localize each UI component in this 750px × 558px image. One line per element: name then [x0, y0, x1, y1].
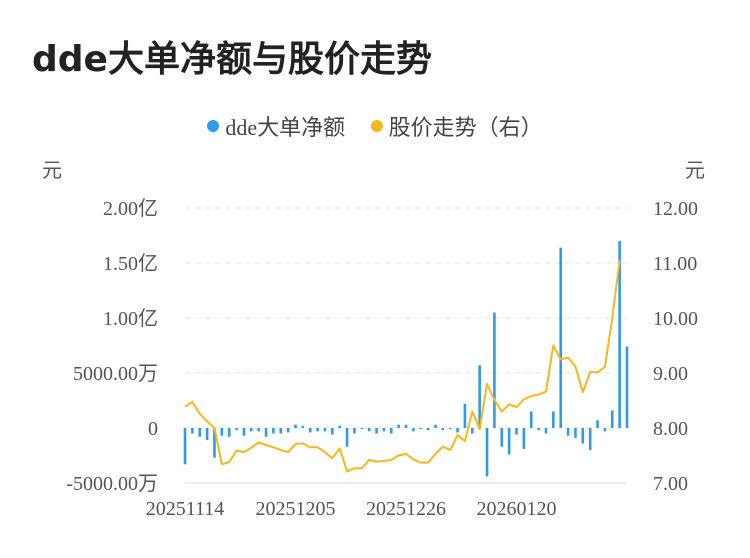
dde-bar[interactable] — [308, 428, 312, 433]
dde-bar[interactable] — [544, 428, 548, 434]
dde-bar[interactable] — [581, 428, 585, 444]
left-tick-label: 1.50亿 — [103, 252, 158, 275]
x-tick-label: 20251205 — [256, 498, 336, 520]
dde-bar[interactable] — [375, 428, 378, 434]
dde-bar[interactable] — [404, 424, 408, 428]
dde-bar[interactable] — [463, 403, 467, 428]
dde-bar[interactable] — [338, 425, 341, 428]
dde-bar[interactable] — [250, 428, 253, 432]
dde-bar[interactable] — [367, 428, 371, 432]
dde-bar[interactable] — [286, 428, 290, 433]
x-tick-label: 20260120 — [477, 498, 557, 520]
dde-bar[interactable] — [434, 424, 437, 428]
dde-bar[interactable] — [500, 428, 504, 447]
dde-bar[interactable] — [493, 312, 496, 429]
dde-bar[interactable] — [198, 428, 202, 437]
dde-bar[interactable] — [552, 411, 555, 429]
dde-bar[interactable] — [272, 428, 275, 434]
right-tick-label: 9.00 — [653, 363, 688, 385]
dde-bar[interactable] — [610, 410, 614, 428]
dde-bar[interactable] — [625, 346, 629, 428]
right-tick-label: 11.00 — [653, 253, 697, 275]
dde-bars — [183, 241, 629, 477]
dde-bar[interactable] — [478, 365, 481, 428]
right-tick-label: 12.00 — [653, 198, 698, 220]
dde-bar[interactable] — [426, 428, 430, 431]
price-line — [184, 260, 621, 473]
dde-bar[interactable] — [279, 428, 283, 434]
dde-bar[interactable] — [220, 428, 224, 436]
right-axis-ticks: 12.00 11.00 10.00 9.00 8.00 7.00 — [653, 198, 698, 495]
dde-bar[interactable] — [456, 428, 459, 433]
dde-bar[interactable] — [183, 428, 187, 465]
dde-bar[interactable] — [507, 428, 511, 455]
dde-bar[interactable] — [301, 425, 305, 428]
left-tick-label: 5000.00万 — [73, 363, 158, 385]
dde-bar[interactable] — [441, 428, 445, 431]
legend-item-price[interactable]: 股价走势（右） — [370, 110, 543, 142]
left-tick-label: 1.00亿 — [103, 307, 158, 330]
x-tick-label: 20251226 — [366, 498, 446, 520]
dde-bar[interactable] — [522, 428, 526, 449]
dde-bar[interactable] — [323, 428, 327, 432]
dde-bar[interactable] — [345, 428, 349, 447]
dde-bar[interactable] — [566, 428, 570, 436]
dde-bar[interactable] — [588, 428, 592, 450]
dde-bar[interactable] — [596, 420, 599, 428]
dde-bar[interactable] — [205, 428, 209, 441]
left-tick-label: 2.00亿 — [103, 197, 158, 220]
dde-bar[interactable] — [257, 428, 260, 432]
legend-item-dde[interactable]: dde大单净额 — [207, 110, 345, 142]
x-tick-label: 20251114 — [146, 498, 225, 520]
dde-bar[interactable] — [419, 428, 423, 430]
dde-bar[interactable] — [316, 428, 319, 432]
left-axis-ticks: 2.00亿 1.50亿 1.00亿 5000.00万 0 -5000.00万 — [66, 197, 158, 495]
right-tick-label: 8.00 — [653, 418, 688, 440]
right-unit-label: 元 — [685, 160, 705, 182]
dde-bar[interactable] — [294, 424, 297, 428]
dde-bar[interactable] — [559, 247, 562, 428]
dde-bar[interactable] — [397, 424, 400, 428]
dde-bar[interactable] — [537, 428, 540, 431]
dde-bar[interactable] — [331, 428, 334, 435]
dde-bar[interactable] — [360, 428, 364, 430]
dde-bar[interactable] — [471, 428, 474, 434]
legend-label-dde: dde大单净额 — [225, 115, 346, 140]
right-tick-label: 7.00 — [653, 473, 688, 495]
right-tick-label: 10.00 — [653, 308, 698, 330]
legend-dot-price — [370, 120, 383, 132]
dde-bar[interactable] — [227, 428, 231, 437]
chart-title: dde大单净额与股价走势 — [32, 39, 432, 80]
dde-bar[interactable] — [235, 428, 238, 431]
left-tick-label: 0 — [148, 418, 158, 440]
dde-bar[interactable] — [264, 428, 268, 437]
legend-dot-dde — [207, 120, 220, 132]
dde-bar[interactable] — [213, 428, 216, 458]
dde-bar[interactable] — [389, 428, 393, 434]
dde-bar[interactable] — [515, 428, 518, 435]
dde-bar[interactable] — [485, 428, 489, 477]
dde-bar[interactable] — [574, 428, 577, 438]
x-axis-ticks: 20251114 20251205 20251226 20260120 — [146, 498, 557, 520]
left-unit-label: 元 — [42, 160, 62, 182]
price-line-path[interactable] — [184, 260, 621, 473]
left-tick-label: -5000.00万 — [66, 473, 158, 495]
dde-bar[interactable] — [448, 428, 452, 430]
dde-bar[interactable] — [242, 428, 246, 436]
dde-bar[interactable] — [412, 428, 415, 432]
legend-label-price: 股价走势（右） — [388, 115, 543, 140]
dde-bar[interactable] — [618, 241, 621, 428]
dde-bar[interactable] — [382, 428, 386, 432]
dde-bar[interactable] — [603, 428, 607, 432]
legend: dde大单净额 股价走势（右） — [0, 110, 750, 142]
dde-bar[interactable] — [353, 428, 356, 434]
dde-bar[interactable] — [529, 411, 533, 429]
dde-bar[interactable] — [191, 428, 194, 434]
